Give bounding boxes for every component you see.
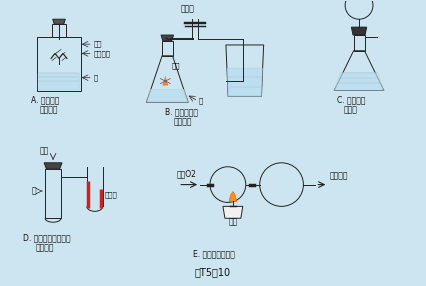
Text: 红量水: 红量水 [105,191,118,198]
Polygon shape [351,27,367,35]
Text: 能量变化: 能量变化 [35,243,54,252]
Text: 吸收装置: 吸收装置 [329,172,348,181]
Text: 水: 水 [199,98,203,104]
Text: 水: 水 [31,186,36,196]
Text: 图T5－10: 图T5－10 [195,267,231,277]
Text: 氢气: 氢气 [94,41,102,47]
Text: 气中燃烧: 气中燃烧 [39,105,58,114]
Polygon shape [38,74,80,90]
Text: 红磷: 红磷 [171,63,180,69]
Text: 红磷: 红磷 [229,217,238,226]
Polygon shape [162,76,168,86]
Polygon shape [161,35,173,41]
Text: 止水夹: 止水夹 [180,4,194,13]
Text: 水: 水 [94,74,98,81]
Polygon shape [44,163,62,169]
Polygon shape [227,68,262,96]
Text: A. 铁丝在氧: A. 铁丝在氧 [31,96,60,104]
Text: 通过O2: 通过O2 [176,170,196,179]
Text: 固体: 固体 [39,146,49,155]
Polygon shape [53,19,65,24]
Text: E. 探究燃烧的条件: E. 探究燃烧的条件 [193,249,235,258]
Text: B. 测定空气中: B. 测定空气中 [165,107,199,116]
Text: 红热铁丝: 红热铁丝 [94,50,111,57]
Polygon shape [334,73,384,90]
Text: D. 探究固体溶解时的: D. 探究固体溶解时的 [23,233,71,242]
Text: 氧气含量: 氧气含量 [173,117,192,126]
Text: 备气体: 备气体 [343,105,357,114]
Polygon shape [147,89,188,102]
Polygon shape [229,192,237,201]
Text: C. 实验室制: C. 实验室制 [337,96,366,104]
Polygon shape [223,206,243,218]
